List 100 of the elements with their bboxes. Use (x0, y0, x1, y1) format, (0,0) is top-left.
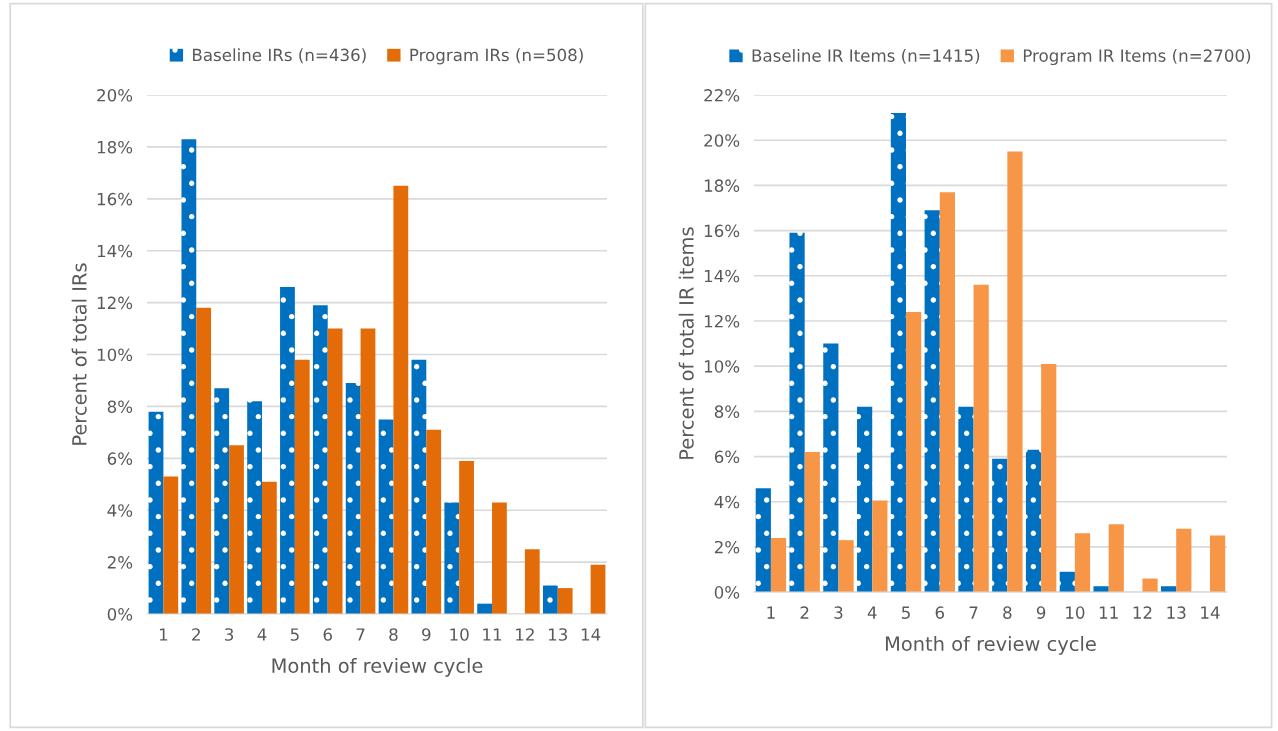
x-tick-label: 9 (1036, 606, 1046, 619)
y-tick-label: 10% (97, 348, 133, 362)
x-tick-label: 13 (548, 628, 568, 641)
y-tick-label: 2% (107, 556, 133, 569)
x-tick-label: 11 (483, 628, 502, 641)
bar (444, 502, 460, 615)
x-tick-label: 8 (389, 628, 398, 641)
bar (857, 406, 873, 593)
bar (492, 502, 507, 615)
bar (958, 406, 974, 593)
y-tick-label: 14% (97, 244, 133, 258)
bar (148, 411, 164, 615)
bar (770, 537, 787, 593)
y-tick-label: 0% (107, 608, 133, 621)
bar (280, 287, 295, 615)
bar (755, 488, 771, 593)
x-tick-label: 7 (356, 628, 365, 641)
y-tick-label: 2% (714, 540, 740, 554)
bar (214, 388, 230, 615)
y-tick-label: 18% (97, 140, 133, 154)
x-tick-label: 2 (192, 628, 200, 641)
y-tick-label: 4% (107, 504, 133, 517)
bar (890, 113, 907, 593)
y-axis-title: Percent of total IR items (678, 227, 694, 459)
bar (378, 419, 394, 615)
bar (590, 564, 606, 615)
y-tick-label: 16% (97, 192, 133, 206)
bar (294, 359, 310, 615)
x-tick-label: 1 (767, 606, 775, 619)
x-tick-label: 14 (581, 628, 601, 641)
bar (789, 232, 805, 593)
x-tick-label: 9 (422, 628, 431, 641)
bar (973, 284, 989, 593)
bar (524, 549, 540, 615)
bar (261, 481, 277, 615)
bar (1059, 571, 1075, 593)
bar (1041, 363, 1057, 593)
bar (924, 210, 940, 593)
bar (1176, 528, 1192, 593)
x-tick-label: 10 (450, 628, 469, 641)
bar (196, 307, 212, 615)
x-tick-label: 7 (969, 606, 978, 619)
x-tick-label: 1 (159, 628, 168, 641)
x-tick-label: 10 (1066, 606, 1085, 619)
bar (327, 328, 343, 615)
x-tick-label: 11 (1099, 606, 1118, 619)
legend-label: Baseline IR Items (n=1415) (752, 48, 980, 64)
bar (542, 585, 558, 615)
bar (312, 305, 328, 615)
y-axis-title: Percent of total IRs (71, 263, 87, 445)
x-tick-label: 6 (935, 606, 945, 619)
legend-label: Baseline IRs (n=436) (193, 48, 366, 64)
bar (557, 588, 573, 615)
x-tick-label: 5 (902, 606, 910, 619)
y-tick-label: 12% (704, 314, 740, 328)
bar (229, 445, 244, 615)
x-tick-label: 4 (867, 606, 877, 619)
y-tick-label: 20% (97, 88, 133, 102)
bar (345, 383, 361, 615)
bar (1108, 524, 1124, 593)
legend-label: Program IR Items (n=2700) (1023, 49, 1251, 66)
bar (247, 401, 262, 615)
y-tick-label: 18% (704, 179, 740, 192)
x-tick-label: 5 (290, 628, 299, 641)
y-tick-label: 6% (714, 450, 740, 464)
y-tick-label: 16% (704, 224, 740, 238)
y-tick-label: 22% (704, 88, 740, 102)
legend-label: Program IRs (n=508) (410, 48, 583, 65)
y-tick-label: 12% (97, 296, 133, 310)
y-tick-label: 8% (107, 400, 133, 414)
bar (1025, 449, 1042, 593)
bar (459, 460, 474, 615)
bar (411, 359, 427, 615)
bar (1142, 578, 1158, 593)
bar (1074, 533, 1091, 593)
bar (1093, 586, 1109, 593)
x-tick-label: 6 (323, 628, 332, 641)
x-axis-title: Month of review cycle (885, 636, 1096, 655)
bar (1209, 535, 1226, 593)
y-tick-label: 6% (107, 452, 133, 465)
bar (1007, 151, 1023, 593)
x-tick-label: 2 (800, 606, 809, 619)
x-tick-label: 3 (834, 606, 843, 619)
y-tick-label: 4% (714, 495, 740, 509)
x-tick-label: 13 (1167, 606, 1186, 619)
bar (872, 500, 888, 593)
bar (838, 540, 854, 593)
x-axis-title: Month of review cycle (272, 657, 483, 677)
y-tick-label: 0% (714, 586, 740, 599)
x-tick-label: 8 (1003, 606, 1012, 619)
bar (939, 192, 955, 593)
x-tick-label: 12 (516, 628, 534, 641)
bar (992, 458, 1008, 593)
y-tick-label: 14% (704, 269, 740, 283)
bar (393, 185, 409, 615)
y-tick-label: 10% (704, 360, 740, 373)
x-tick-label: 4 (257, 628, 267, 641)
bar (906, 311, 922, 593)
x-tick-label: 12 (1133, 606, 1152, 619)
x-tick-label: 14 (1201, 606, 1220, 619)
